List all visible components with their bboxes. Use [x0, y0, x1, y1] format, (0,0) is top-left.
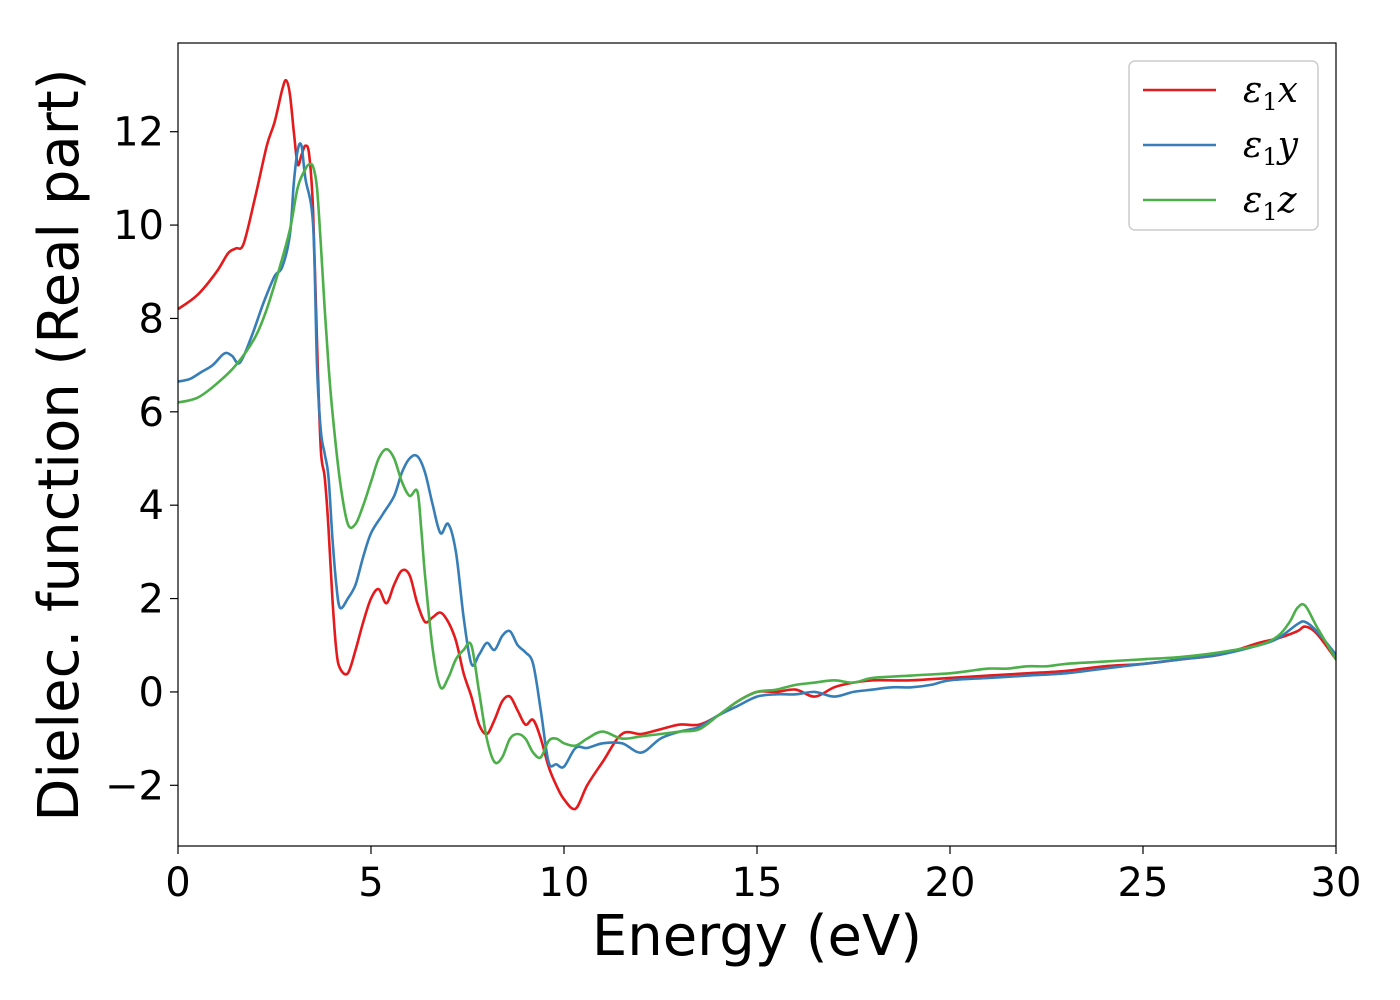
series-line-z [178, 162, 1336, 765]
y-tick-label: 10 [113, 203, 164, 249]
legend-label: ε1z [1243, 180, 1298, 226]
y-tick-label: 12 [113, 110, 164, 156]
y-tick-label: −2 [105, 763, 164, 809]
legend-items: ε1x ε1y ε1z [1143, 70, 1299, 226]
legend-label: ε1x [1243, 70, 1298, 116]
x-tick-label: 5 [358, 860, 383, 906]
x-tick-label: 10 [539, 860, 590, 906]
x-tick-label: 0 [165, 860, 190, 906]
series-layer [178, 78, 1336, 811]
x-tick-label: 20 [925, 860, 976, 906]
legend-label: ε1y [1243, 125, 1299, 171]
y-tick-label: 6 [139, 390, 164, 436]
legend: ε1x ε1y ε1z [1128, 60, 1319, 231]
x-tick-label: 25 [1118, 860, 1169, 906]
series-line-y [178, 142, 1336, 769]
x-tick-label: 30 [1311, 860, 1362, 906]
x-axis: 0 5 10 15 20 25 30 [165, 846, 1361, 906]
y-tick-label: 2 [139, 577, 164, 623]
y-tick-label: 4 [139, 483, 164, 529]
y-axis: −2 0 2 4 6 8 10 12 [105, 110, 178, 809]
y-tick-label: 0 [139, 670, 164, 716]
x-tick-label: 15 [732, 860, 783, 906]
legend-box [1128, 60, 1319, 231]
x-axis-title: Energy (eV) [592, 904, 922, 969]
y-tick-label: 8 [139, 296, 164, 342]
y-axis-title: Dielec. function (Real part) [27, 68, 92, 821]
